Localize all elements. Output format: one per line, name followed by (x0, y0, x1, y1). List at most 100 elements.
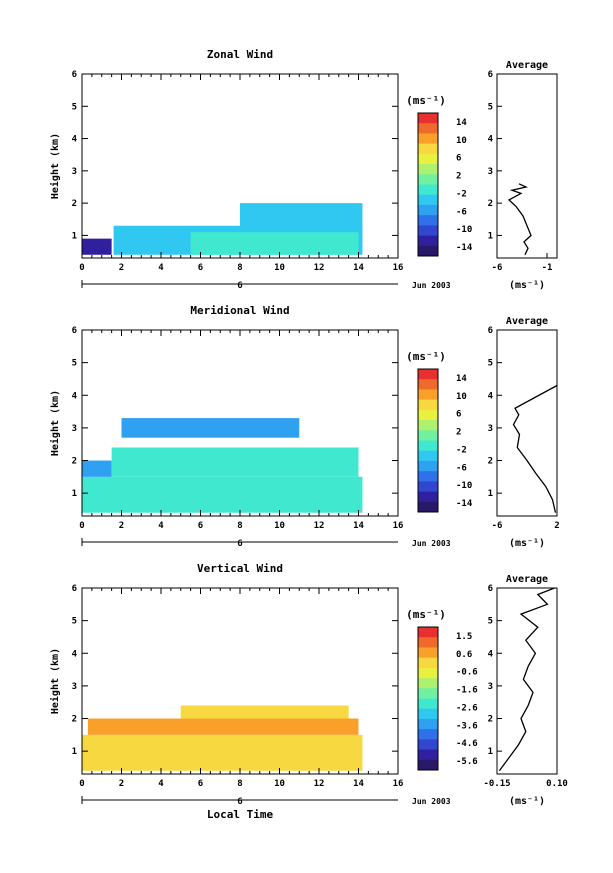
y-axis-label: Height (km) (49, 390, 61, 456)
x-tick-label: 14 (353, 263, 364, 273)
x-tick-label: 2 (119, 521, 124, 531)
colorbar-tick-label: 2 (456, 172, 461, 182)
avg-title: Average (506, 316, 548, 327)
heatmap-cell (82, 734, 363, 771)
panel-title: Zonal Wind (207, 48, 273, 61)
x-axis-label: Local Time (207, 808, 274, 821)
day-label: 6 (237, 539, 242, 549)
avg-y-tick-label: 3 (488, 167, 493, 177)
colorbar-units: (ms⁻¹) (406, 94, 446, 107)
heatmap-cell (82, 238, 112, 255)
x-tick-label: 6 (198, 779, 203, 789)
y-tick-label: 2 (72, 199, 77, 209)
date-label: Jun 2003 (412, 281, 451, 290)
colorbar-frame (417, 368, 439, 513)
colorbar-segment (418, 389, 438, 401)
colorbar-segment (418, 440, 438, 452)
avg-y-tick-label: 2 (488, 715, 493, 725)
colorbar-segment (418, 688, 438, 699)
y-tick-label: 4 (72, 135, 78, 145)
heatmap-cell (87, 718, 359, 735)
colorbar-tick-label: -0.6 (456, 668, 478, 678)
avg-frame (496, 329, 558, 517)
colorbar-units: (ms⁻¹) (406, 350, 446, 363)
colorbar-segment (418, 678, 438, 689)
colorbar-segment (418, 225, 438, 237)
colorbar-segment (418, 399, 438, 411)
avg-x-tick-label: -6 (492, 263, 503, 273)
heatmap-cell (82, 476, 363, 513)
colorbar-segment (418, 637, 438, 648)
avg-y-tick-label: 3 (488, 682, 493, 692)
avg-frame (496, 587, 558, 775)
x-tick-label: 12 (314, 263, 325, 273)
colorbar-frame (417, 626, 439, 771)
y-tick-label: 2 (72, 457, 77, 467)
panel-title: Meridional Wind (190, 304, 289, 317)
colorbar-tick-label: 6 (456, 154, 461, 164)
avg-x-tick-label: 2 (554, 521, 559, 531)
y-axis-label: Height (km) (49, 133, 61, 199)
avg-x-axis-label: (ms⁻¹) (509, 796, 545, 807)
avg-y-tick-label: 5 (488, 102, 493, 112)
colorbar-segment (418, 627, 438, 638)
avg-x-tick-label: -0.15 (483, 779, 510, 789)
colorbar-segment (418, 718, 438, 730)
colorbar-tick-label: -10 (456, 481, 472, 491)
colorbar-tick-label: -2.6 (456, 703, 478, 713)
avg-y-tick-label: 1 (488, 747, 493, 757)
avg-y-tick-label: 4 (488, 391, 494, 401)
colorbar-segment (418, 708, 438, 720)
colorbar-frame (417, 112, 439, 257)
y-tick-label: 5 (72, 359, 77, 369)
x-tick-label: 8 (237, 779, 242, 789)
avg-x-axis-label: (ms⁻¹) (509, 538, 545, 549)
y-tick-label: 1 (72, 747, 77, 757)
avg-profile-line (512, 384, 558, 513)
colorbar-segment (418, 657, 438, 669)
date-label: Jun 2003 (412, 539, 451, 548)
colorbar-segment (418, 409, 438, 421)
x-tick-label: 2 (119, 263, 124, 273)
y-tick-label: 6 (72, 70, 77, 80)
y-tick-label: 4 (72, 391, 78, 401)
x-tick-label: 10 (274, 521, 285, 531)
x-tick-label: 10 (274, 263, 285, 273)
colorbar-segment (418, 667, 438, 679)
avg-y-tick-label: 6 (488, 70, 493, 80)
colorbar-tick-label: -6 (456, 207, 467, 217)
y-tick-label: 4 (72, 649, 78, 659)
colorbar-segment (418, 471, 438, 482)
y-tick-label: 6 (72, 584, 77, 594)
colorbar-tick-label: -2 (456, 445, 467, 455)
date-label: Jun 2003 (412, 797, 451, 806)
y-axis-label: Height (km) (49, 648, 61, 714)
colorbar-units: (ms⁻¹) (406, 608, 446, 621)
colorbar-tick-label: 10 (456, 392, 467, 402)
x-tick-label: 8 (237, 263, 242, 273)
avg-title: Average (506, 60, 548, 71)
colorbar-tick-label: -6 (456, 463, 467, 473)
colorbar-tick-label: 2 (456, 428, 461, 438)
colorbar-tick-label: 14 (456, 118, 467, 128)
avg-y-tick-label: 6 (488, 326, 493, 336)
y-tick-label: 2 (72, 715, 77, 725)
y-tick-label: 3 (72, 167, 77, 177)
heatmap-cell (180, 705, 349, 719)
colorbar-tick-label: 14 (456, 374, 467, 384)
avg-y-tick-label: 1 (488, 231, 493, 241)
x-tick-label: 4 (158, 263, 164, 273)
avg-y-tick-label: 6 (488, 584, 493, 594)
colorbar-segment (418, 133, 438, 145)
colorbar-segment (418, 420, 438, 431)
colorbar-segment (418, 153, 438, 165)
colorbar-tick-label: -4.6 (456, 739, 478, 749)
colorbar-segment (418, 698, 438, 710)
day-label: 6 (237, 281, 242, 291)
avg-y-tick-label: 4 (488, 649, 494, 659)
heatmap-cell (111, 447, 359, 477)
x-tick-label: 0 (79, 263, 84, 273)
avg-y-tick-label: 2 (488, 457, 493, 467)
avg-title: Average (506, 574, 548, 585)
